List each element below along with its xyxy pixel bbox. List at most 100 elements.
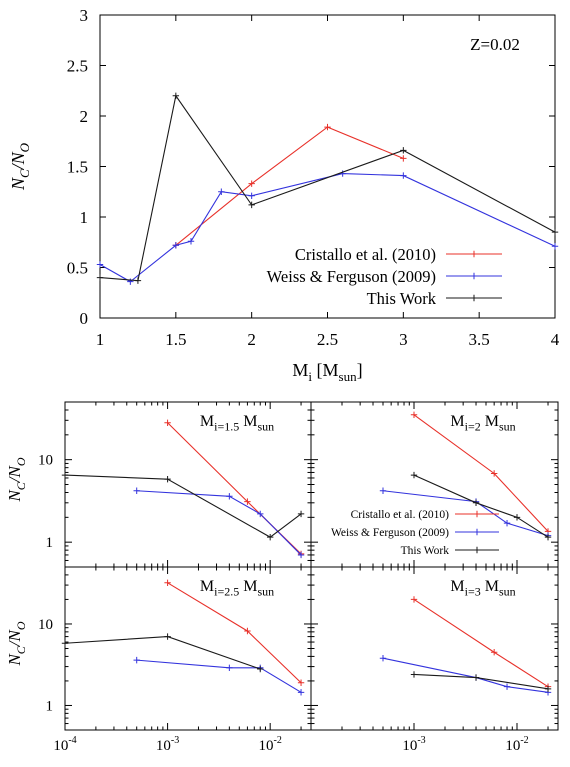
x-tick-label: 10-4	[53, 735, 76, 754]
panel-annotation: Mi=1.5​ Msun​	[200, 413, 274, 433]
series-marker	[379, 487, 387, 494]
series-marker	[503, 519, 511, 527]
series-line	[64, 474, 302, 538]
top-x-tick-label: 2.5	[317, 330, 338, 349]
series-marker	[472, 499, 480, 507]
legend-label: Cristallo et al. (2010)	[351, 509, 450, 521]
x-axis-label: Z0​	[426, 765, 442, 767]
series-marker	[490, 649, 498, 656]
bottom-panel-2: Mi=2​ Msun​ Cristallo et al. (2010) Weiss …	[310, 401, 559, 568]
top-series-line	[99, 94, 556, 282]
bottom-panel-4: 10-3 10-2 Z0​ Mi=3​ Msun​	[310, 566, 559, 767]
series-marker	[297, 510, 305, 518]
top-series-line	[99, 173, 556, 283]
top-legend-marker	[470, 294, 478, 302]
legend-label: Weiss & Ferguson (2009)	[331, 527, 449, 539]
top-series-marker	[324, 123, 331, 131]
x-axis-label: Z0​	[180, 765, 196, 767]
series-line	[64, 636, 261, 670]
series-marker	[226, 664, 233, 671]
top-series-marker	[339, 170, 346, 177]
series-marker	[410, 411, 418, 418]
series-marker	[379, 655, 387, 662]
series-marker	[513, 514, 521, 521]
series-marker	[266, 533, 274, 541]
top-x-tick-label: 4	[551, 330, 560, 349]
panel-annotation: Mi=2.5​ Msun​	[200, 578, 274, 598]
top-series-marker	[172, 92, 180, 99]
top-x-axis-label: Mi​ [Msun]	[292, 360, 362, 384]
series-marker	[61, 471, 69, 479]
top-series-marker	[248, 192, 255, 199]
y-tick-label: 1	[46, 535, 54, 551]
top-y-tick-label: 2.5	[67, 57, 88, 76]
top-series-marker	[248, 180, 255, 187]
x-tick-label: 10-3	[402, 735, 425, 754]
top-legend-marker	[470, 272, 478, 280]
legend-marker	[473, 528, 481, 536]
top-x-tick-label: 1	[96, 330, 105, 349]
series-marker	[164, 633, 171, 640]
top-x-tick-label: 1.5	[165, 330, 186, 349]
top-y-tick-label: 0	[80, 309, 89, 328]
x-tick-label: 10-2	[259, 735, 282, 754]
series-marker	[61, 640, 69, 647]
top-legend-label: This Work	[367, 289, 437, 308]
y-tick-label: 10	[38, 617, 53, 633]
series-marker	[544, 533, 552, 541]
x-tick-label: 10-3	[156, 735, 179, 754]
top-series-marker	[400, 155, 407, 162]
top-series-marker	[172, 242, 180, 249]
series-marker	[544, 685, 552, 693]
y-axis-label: NC​/NO​	[5, 621, 28, 666]
series-marker	[410, 471, 418, 479]
series-marker	[410, 596, 418, 603]
bottom-panel-3: 1 10 10-4 10-3 10-2 Z0​ NC​/NO​ Mi=2.5​ Msun​	[5, 566, 312, 767]
series-marker	[133, 656, 140, 664]
series-marker	[244, 498, 251, 505]
top-annotation: Z=0.02	[470, 35, 520, 54]
series-marker	[472, 674, 480, 681]
y-tick-label: 1	[46, 698, 54, 714]
series-marker	[503, 683, 511, 690]
series-marker	[164, 579, 171, 586]
legend-marker	[473, 546, 481, 554]
top-x-tick-label: 3.5	[469, 330, 490, 349]
series-marker	[297, 679, 305, 686]
top-series-marker	[400, 147, 407, 154]
top-series-marker	[134, 277, 142, 284]
series-marker	[297, 551, 305, 559]
top-y-tick-label: 1	[80, 208, 89, 227]
legend-marker	[473, 510, 481, 518]
series-line	[382, 490, 549, 537]
series-line	[382, 657, 549, 693]
series-marker	[490, 470, 498, 477]
top-series-marker	[551, 243, 559, 250]
bottom-panel-1: 1 10 NC​/NO​ Mi=1.5​ Msun​	[5, 401, 312, 568]
series-marker	[133, 487, 140, 494]
panel-annotation: Mi=3​ Msun​	[450, 578, 515, 598]
top-series-marker	[248, 201, 255, 209]
series-line	[413, 598, 549, 688]
series-marker	[257, 510, 264, 518]
top-series-marker	[187, 238, 195, 245]
series-marker	[297, 689, 305, 696]
series-marker	[164, 419, 171, 426]
series-marker	[244, 627, 251, 635]
top-y-tick-label: 1.5	[67, 158, 88, 177]
top-series-marker	[218, 188, 225, 195]
top-series-marker	[400, 172, 407, 179]
panel-annotation: Mi=2​ Msun​	[450, 413, 515, 433]
top-series-marker	[96, 274, 104, 281]
y-tick-label: 10	[38, 453, 53, 469]
top-panel: 1 1.5 2 2.5 3 3.5 4 0 0.5 1 1.5 2 2.5 3 Mi​ [Msun] NC​/…	[8, 6, 560, 384]
top-y-tick-label: 0.5	[67, 259, 88, 278]
panel-frame	[310, 566, 559, 731]
top-y-tick-label: 3	[80, 6, 89, 25]
series-line	[413, 474, 549, 538]
legend-label: This Work	[401, 545, 450, 557]
series-marker	[164, 475, 171, 483]
top-series-marker	[96, 261, 104, 268]
series-line	[136, 490, 302, 556]
